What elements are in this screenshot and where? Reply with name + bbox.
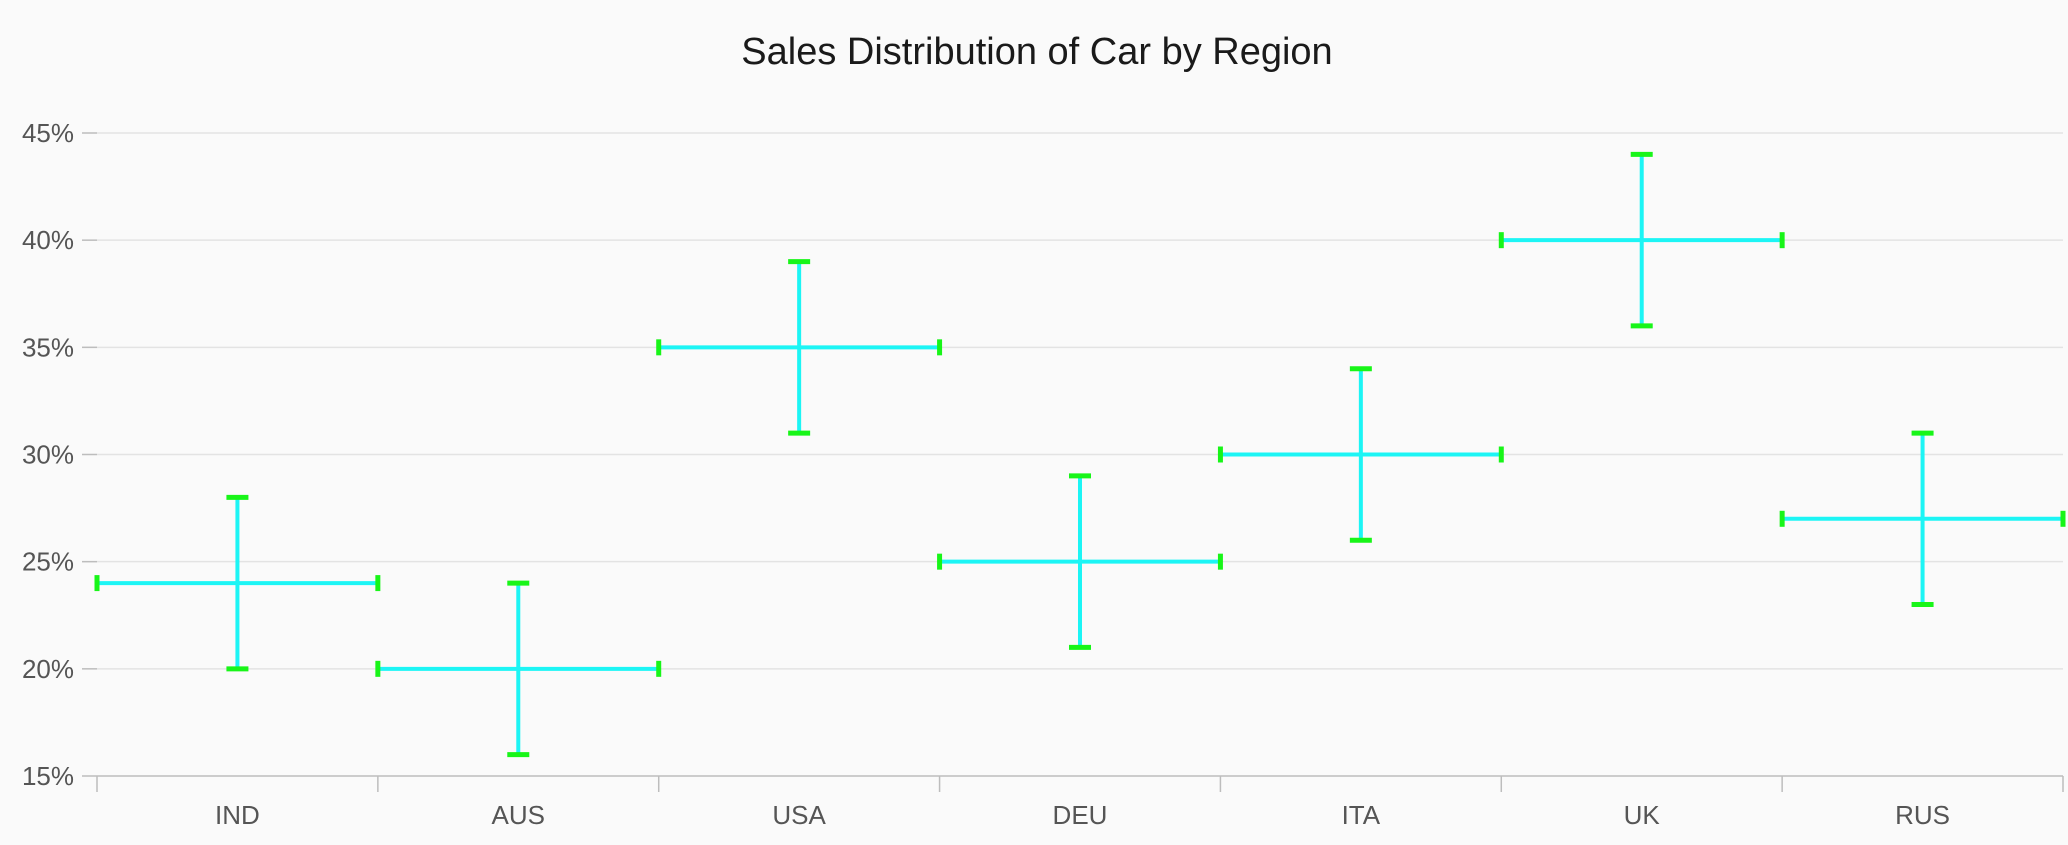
y-tick-label: 30% bbox=[22, 440, 74, 470]
error-bar-ita bbox=[1217, 366, 1504, 543]
chart-title: Sales Distribution of Car by Region bbox=[741, 31, 1332, 73]
y-tick-label: 35% bbox=[22, 332, 74, 362]
y-tick-label: 25% bbox=[22, 547, 74, 577]
x-tick-label: DEU bbox=[1053, 800, 1108, 830]
x-tick-label: ITA bbox=[1342, 800, 1381, 830]
y-tick-label: 15% bbox=[22, 761, 74, 791]
x-axis: IND AUS USA DEU ITA UK RUS bbox=[96, 775, 2064, 830]
y-tick-label: 20% bbox=[22, 654, 74, 684]
y-axis: 15% 20% 25% 30% 35% 40% 45% bbox=[22, 118, 97, 791]
x-tick-label: UK bbox=[1624, 800, 1661, 830]
x-tick-label: AUS bbox=[492, 800, 545, 830]
x-tick-label: RUS bbox=[1895, 800, 1950, 830]
error-bar-ind bbox=[94, 494, 381, 672]
y-tick-label: 45% bbox=[22, 118, 74, 148]
error-bar-rus bbox=[1779, 430, 2066, 608]
error-bars bbox=[94, 151, 2066, 758]
x-tick-label: IND bbox=[215, 800, 260, 830]
y-tick-label: 40% bbox=[22, 225, 74, 255]
error-bar-usa bbox=[656, 259, 943, 436]
x-tick-label: USA bbox=[772, 800, 826, 830]
gridlines bbox=[97, 132, 2063, 670]
error-bar-deu bbox=[937, 473, 1223, 650]
error-bar-uk bbox=[1498, 151, 1785, 329]
error-bar-aus bbox=[375, 580, 662, 758]
